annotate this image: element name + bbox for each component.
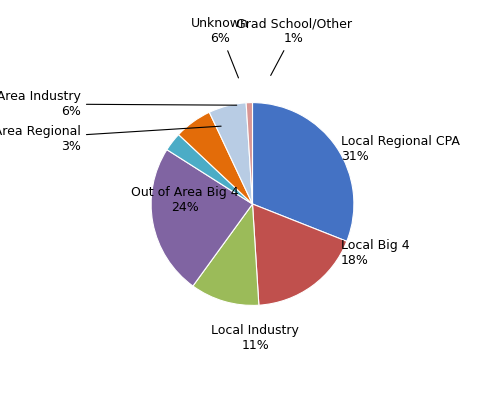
Text: Grad School/Other
1%: Grad School/Other 1% [236,17,352,76]
Text: Out of Area Industry
6%: Out of Area Industry 6% [0,90,236,118]
Wedge shape [252,102,354,241]
Wedge shape [178,112,252,204]
Wedge shape [151,150,252,286]
Text: Local Big 4
18%: Local Big 4 18% [341,239,409,267]
Wedge shape [210,103,252,204]
Text: Local Industry
11%: Local Industry 11% [211,324,299,352]
Text: Unknown
6%: Unknown 6% [191,17,249,78]
Wedge shape [167,134,252,204]
Text: Out of Area Big 4
24%: Out of Area Big 4 24% [131,186,238,214]
Text: Local Regional CPA
31%: Local Regional CPA 31% [341,135,460,163]
Wedge shape [252,204,347,305]
Wedge shape [246,102,252,204]
Wedge shape [193,204,259,305]
Text: Out of Area Regional
3%: Out of Area Regional 3% [0,125,221,153]
